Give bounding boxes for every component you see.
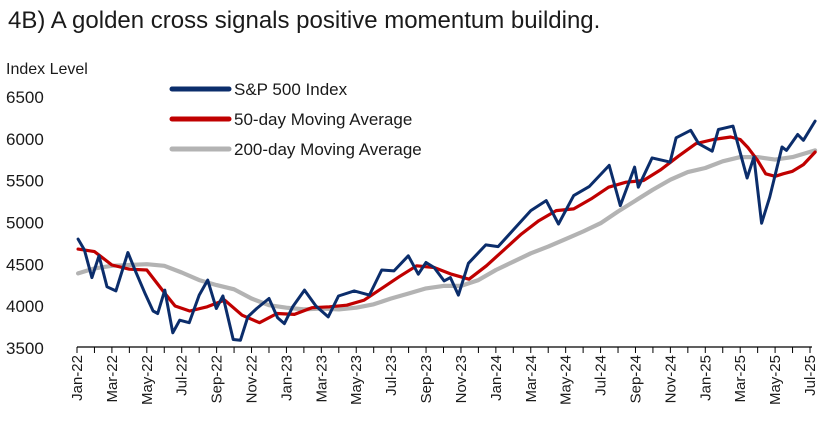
y-tick-label: 4000: [6, 297, 44, 316]
x-tick-label: Jan-25: [697, 355, 714, 401]
y-tick-label: 5500: [6, 172, 44, 191]
y-axis-ticks: 3500 4000 4500 5000 5500 6000 6500: [6, 88, 44, 358]
x-tick-label: Nov-24: [662, 355, 679, 403]
x-tick-label: Mar-23: [313, 355, 330, 403]
x-tick-label: Jul-23: [383, 355, 400, 396]
x-tick-label: Jan-23: [278, 355, 295, 401]
legend-label: 200-day Moving Average: [234, 140, 422, 159]
x-tick-label: Sep-24: [627, 355, 644, 403]
x-tick-label: Nov-23: [453, 355, 470, 403]
legend-label: 50-day Moving Average: [234, 110, 412, 129]
series-layer: [76, 119, 818, 342]
x-tick-label: Sep-22: [209, 355, 226, 403]
y-tick-label: 6500: [6, 88, 44, 107]
x-tick-label: Mar-25: [732, 355, 749, 403]
x-tick-label: Jan-24: [488, 355, 505, 401]
x-axis: Jan-22 Mar-22 May-22 Jul-22 Sep-22 Nov-22 Jan-…: [69, 346, 819, 405]
legend-label: S&P 500 Index: [234, 80, 348, 99]
y-tick-label: 6000: [6, 130, 44, 149]
y-tick-label: 4500: [6, 255, 44, 274]
x-tick-label: May-23: [348, 355, 365, 405]
ma50-line: [76, 135, 817, 325]
chart-title: 4B) A golden cross signals positive mome…: [8, 7, 600, 34]
y-axis-label: Index Level: [6, 61, 88, 78]
y-tick-label: 3500: [6, 339, 44, 358]
x-tick-label: Mar-24: [523, 355, 540, 403]
x-tick-label: Mar-22: [104, 355, 121, 403]
chart-legend: S&P 500 Index 50-day Moving Average 200-da…: [169, 80, 422, 159]
x-tick-label: Jul-24: [593, 355, 610, 396]
y-tick-label: 5000: [6, 214, 44, 233]
x-tick-label: May-24: [558, 355, 575, 405]
x-tick-label: Nov-22: [244, 355, 261, 403]
x-tick-label: Jul-25: [802, 355, 819, 396]
x-tick-label: Jan-22: [69, 355, 86, 401]
sp500-line: [76, 119, 817, 342]
x-tick-label: May-22: [139, 355, 156, 405]
x-tick-label: Sep-23: [418, 355, 435, 403]
x-tick-label: May-25: [767, 355, 784, 405]
x-tick-label: Jul-22: [174, 355, 191, 396]
ma200-line: [76, 148, 818, 312]
